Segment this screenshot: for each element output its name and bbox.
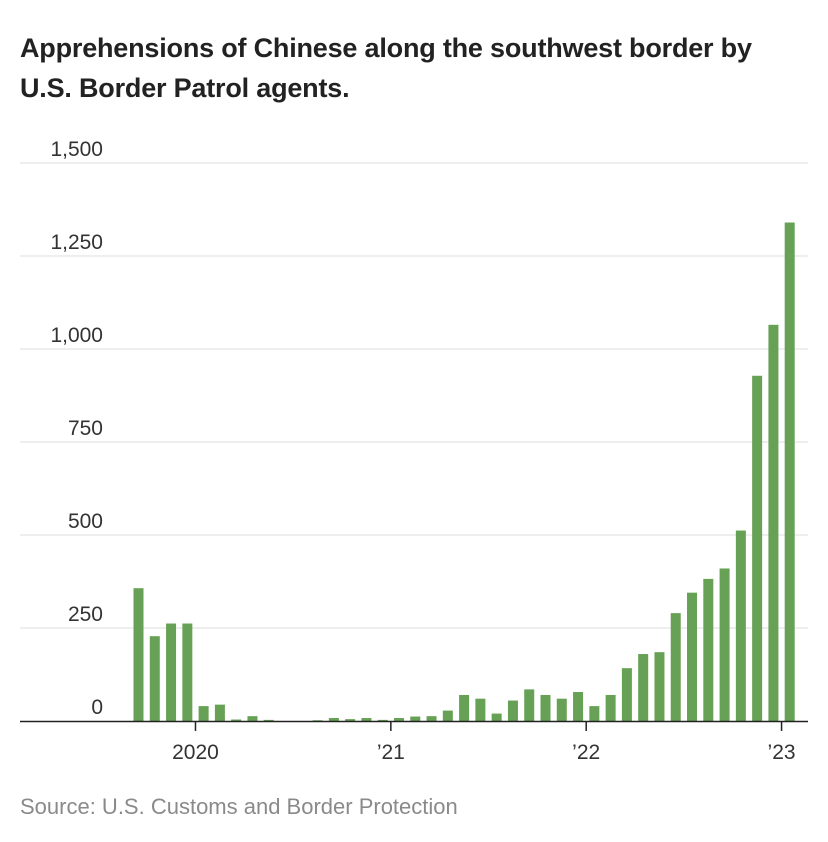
- bar: [605, 694, 616, 721]
- bar: [377, 719, 388, 721]
- y-tick-label: 1,000: [50, 324, 103, 347]
- x-tick-label: 2020: [172, 741, 219, 764]
- bar: [410, 716, 421, 721]
- y-tick-label: 750: [68, 417, 103, 440]
- bar: [491, 713, 502, 721]
- bar: [475, 698, 486, 721]
- bar: [459, 694, 470, 721]
- bar: [687, 592, 698, 721]
- bar: [182, 623, 193, 721]
- bar: [426, 716, 437, 721]
- bar: [361, 718, 372, 721]
- bar: [328, 718, 339, 721]
- bar: [703, 578, 714, 721]
- y-tick-label: 250: [68, 603, 103, 626]
- bar: [638, 654, 649, 721]
- bar: [556, 698, 567, 721]
- bar: [621, 668, 632, 721]
- bar: [312, 720, 323, 721]
- y-tick-label: 1,500: [50, 138, 103, 161]
- x-tick-label: ’22: [572, 741, 600, 764]
- bar: [247, 716, 258, 721]
- gridlines: [20, 162, 808, 629]
- y-axis-labels: 0 250 500 750 1,000 1,250 1,500: [50, 138, 103, 719]
- bar: [442, 710, 453, 721]
- y-tick-label: 1,250: [50, 231, 103, 254]
- y-tick-label: 500: [68, 510, 103, 533]
- bar: [524, 689, 535, 721]
- bar: [540, 694, 551, 721]
- chart-title: Apprehensions of Chinese along the south…: [20, 33, 752, 103]
- bar: [166, 623, 177, 721]
- bar: [735, 530, 746, 721]
- bar: [784, 222, 795, 721]
- bar: [768, 324, 779, 721]
- bar: [589, 706, 600, 721]
- bar: [345, 719, 356, 721]
- x-axis-labels: 2020 ’21 ’22 ’23: [172, 741, 795, 764]
- x-tick-label: ’23: [768, 741, 796, 764]
- bar: [752, 375, 763, 721]
- bar: [214, 704, 225, 721]
- bar: [149, 636, 160, 721]
- bar: [263, 719, 274, 721]
- y-tick-label: 0: [91, 696, 103, 719]
- bar: [670, 613, 681, 721]
- bar: [654, 652, 665, 721]
- bar: [198, 706, 209, 721]
- bar: [393, 718, 404, 721]
- bar: [507, 700, 518, 721]
- bars: [133, 222, 795, 721]
- x-axis-ticks: [194, 721, 783, 731]
- bar: [133, 588, 144, 721]
- bar: [231, 719, 242, 721]
- bar: [719, 568, 730, 721]
- bar: [573, 691, 584, 721]
- x-tick-label: ’21: [377, 741, 405, 764]
- source-note: Source: U.S. Customs and Border Protecti…: [20, 794, 458, 819]
